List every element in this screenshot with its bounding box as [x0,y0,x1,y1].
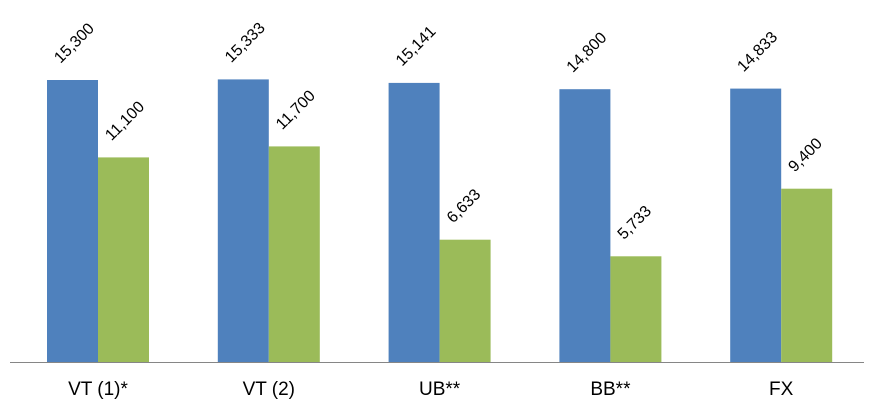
bar-series2-5 [781,188,833,362]
bar-series2-2 [268,146,320,362]
bar-series1-2 [217,79,269,363]
data-label-series1-5: 14,833 [735,29,782,76]
category-label-4: BB** [590,379,631,400]
category-label-3: UB** [419,379,461,400]
data-label-series1-3: 15,141 [393,23,440,70]
bar-series1-5 [730,88,782,362]
data-label-series1-2: 15,333 [222,20,269,67]
category-labels-layer: VT (1)* VT (2) UB** BB** FX [68,379,794,400]
data-label-series1-4: 14,800 [564,29,611,76]
data-label-series2-4: 5,733 [615,203,655,243]
category-label-1: VT (1)* [68,379,128,400]
category-label-5: FX [769,379,794,400]
bar-series2-4 [610,256,662,362]
bar-series1-4 [559,89,611,362]
data-label-series1-1: 15,300 [51,20,98,67]
bar-series2-1 [98,157,149,362]
bar-series1-3 [388,82,440,363]
bars-layer [47,79,833,363]
category-label-2: VT (2) [243,379,295,400]
data-label-series2-5: 9,400 [786,135,826,175]
data-label-series2-2: 11,700 [273,87,319,133]
bar-series1-1 [47,80,98,362]
bar-series2-3 [439,239,491,362]
data-label-series2-1: 11,100 [102,98,148,144]
data-label-series2-3: 6,633 [444,186,484,226]
